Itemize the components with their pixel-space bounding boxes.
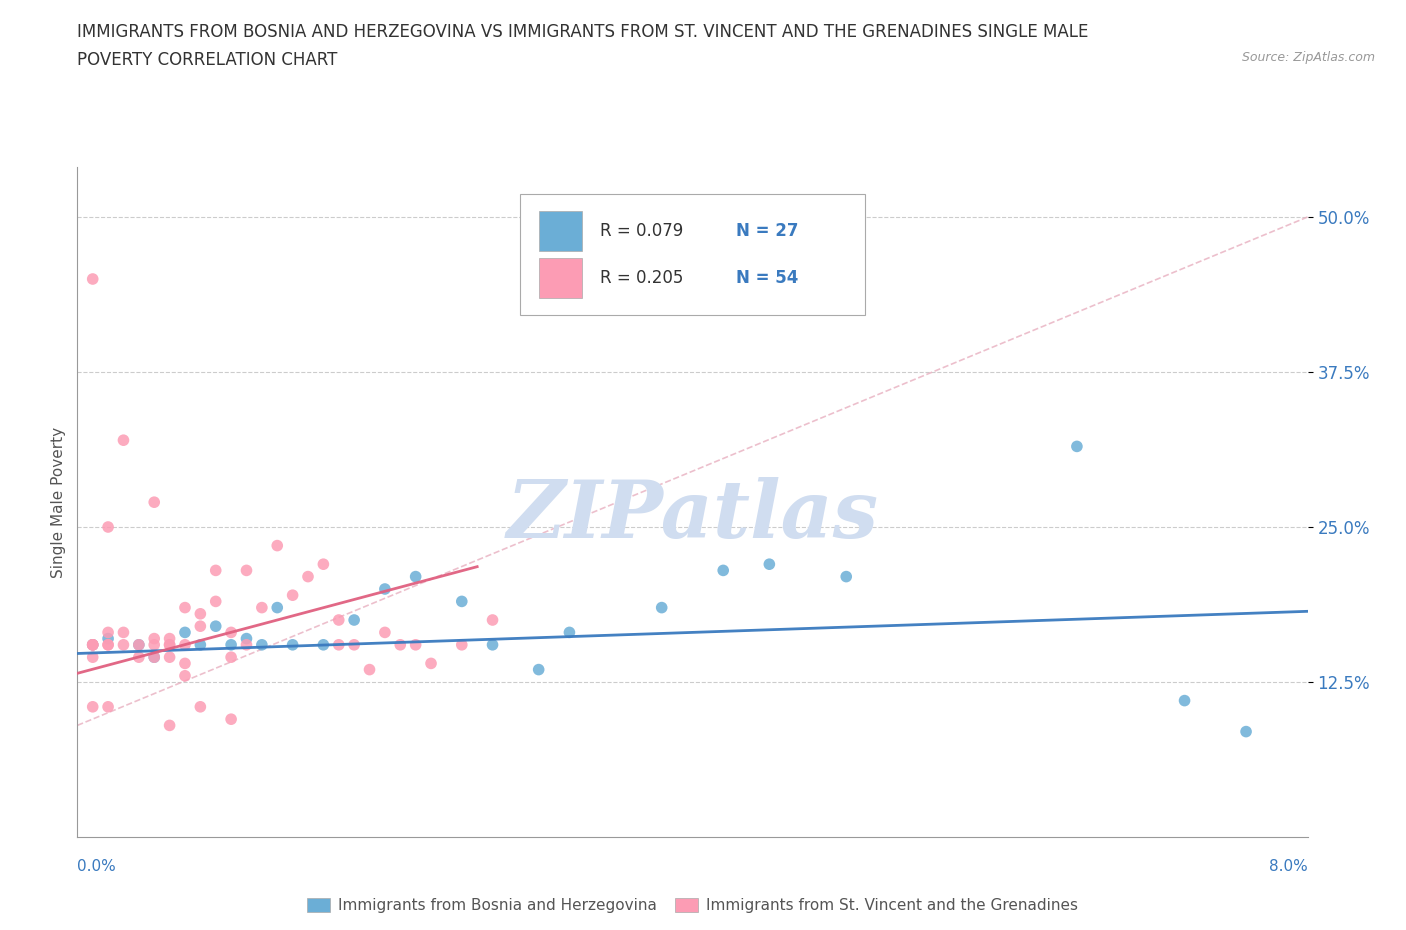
Point [250, 600, 273, 615]
Point [204, 563, 226, 578]
Point [188, 618, 212, 633]
Point [174, 625, 197, 640]
Point [174, 600, 197, 615]
Point [188, 699, 212, 714]
Text: R = 0.205: R = 0.205 [600, 269, 683, 286]
Point [143, 495, 166, 510]
Point [112, 432, 135, 447]
Point [219, 637, 242, 652]
Point [143, 631, 166, 646]
Point [82, 637, 104, 652]
Point [374, 625, 396, 640]
Point [651, 600, 673, 615]
Point [450, 637, 472, 652]
Point [343, 613, 366, 628]
Point [1234, 724, 1257, 739]
Point [143, 650, 166, 665]
Text: N = 27: N = 27 [735, 222, 799, 240]
Point [405, 569, 427, 584]
Text: 8.0%: 8.0% [1268, 859, 1308, 874]
Point [97, 637, 120, 652]
Point [711, 563, 734, 578]
Text: N = 54: N = 54 [735, 269, 797, 286]
Point [328, 637, 350, 652]
Point [204, 618, 226, 633]
Point [159, 637, 181, 652]
Point [159, 718, 181, 733]
Point [82, 637, 104, 652]
Point [235, 631, 257, 646]
Point [235, 637, 257, 652]
Point [312, 557, 335, 572]
Point [374, 581, 396, 596]
FancyBboxPatch shape [538, 258, 582, 298]
Point [343, 637, 366, 652]
Legend: Immigrants from Bosnia and Herzegovina, Immigrants from St. Vincent and the Gren: Immigrants from Bosnia and Herzegovina, … [308, 897, 1077, 913]
Point [281, 637, 304, 652]
Point [128, 637, 150, 652]
Point [359, 662, 381, 677]
Text: Source: ZipAtlas.com: Source: ZipAtlas.com [1241, 51, 1375, 64]
Point [128, 650, 150, 665]
Point [297, 569, 319, 584]
Point [143, 637, 166, 652]
Point [188, 637, 212, 652]
Y-axis label: Single Male Poverty: Single Male Poverty [51, 427, 66, 578]
Point [219, 625, 242, 640]
Point [97, 520, 120, 535]
Point [82, 699, 104, 714]
Point [159, 650, 181, 665]
Point [758, 557, 780, 572]
Point [97, 625, 120, 640]
Point [97, 699, 120, 714]
Text: POVERTY CORRELATION CHART: POVERTY CORRELATION CHART [77, 51, 337, 69]
Point [82, 637, 104, 652]
Text: R = 0.079: R = 0.079 [600, 222, 683, 240]
Point [82, 637, 104, 652]
FancyBboxPatch shape [520, 194, 865, 314]
Point [128, 637, 150, 652]
Text: 0.0%: 0.0% [77, 859, 117, 874]
Point [219, 711, 242, 726]
Point [250, 637, 273, 652]
Point [312, 637, 335, 652]
Point [112, 625, 135, 640]
Point [97, 631, 120, 646]
Point [558, 625, 581, 640]
Point [420, 656, 443, 671]
Text: IMMIGRANTS FROM BOSNIA AND HERZEGOVINA VS IMMIGRANTS FROM ST. VINCENT AND THE GR: IMMIGRANTS FROM BOSNIA AND HERZEGOVINA V… [77, 23, 1088, 41]
Point [174, 656, 197, 671]
Point [281, 588, 304, 603]
Point [389, 637, 412, 652]
Point [328, 613, 350, 628]
Point [481, 637, 503, 652]
Text: ZIPatlas: ZIPatlas [506, 477, 879, 554]
Point [188, 606, 212, 621]
Point [159, 631, 181, 646]
Point [174, 669, 197, 684]
Point [159, 637, 181, 652]
Point [112, 637, 135, 652]
Point [266, 600, 288, 615]
FancyBboxPatch shape [538, 211, 582, 251]
Point [835, 569, 858, 584]
Point [266, 538, 288, 553]
Point [82, 650, 104, 665]
Point [82, 272, 104, 286]
Point [405, 637, 427, 652]
Point [219, 650, 242, 665]
Point [1174, 693, 1197, 708]
Point [204, 594, 226, 609]
Point [481, 613, 503, 628]
Point [97, 637, 120, 652]
Point [450, 594, 472, 609]
Point [527, 662, 550, 677]
Point [143, 650, 166, 665]
Point [1066, 439, 1088, 454]
Point [235, 563, 257, 578]
Point [174, 637, 197, 652]
